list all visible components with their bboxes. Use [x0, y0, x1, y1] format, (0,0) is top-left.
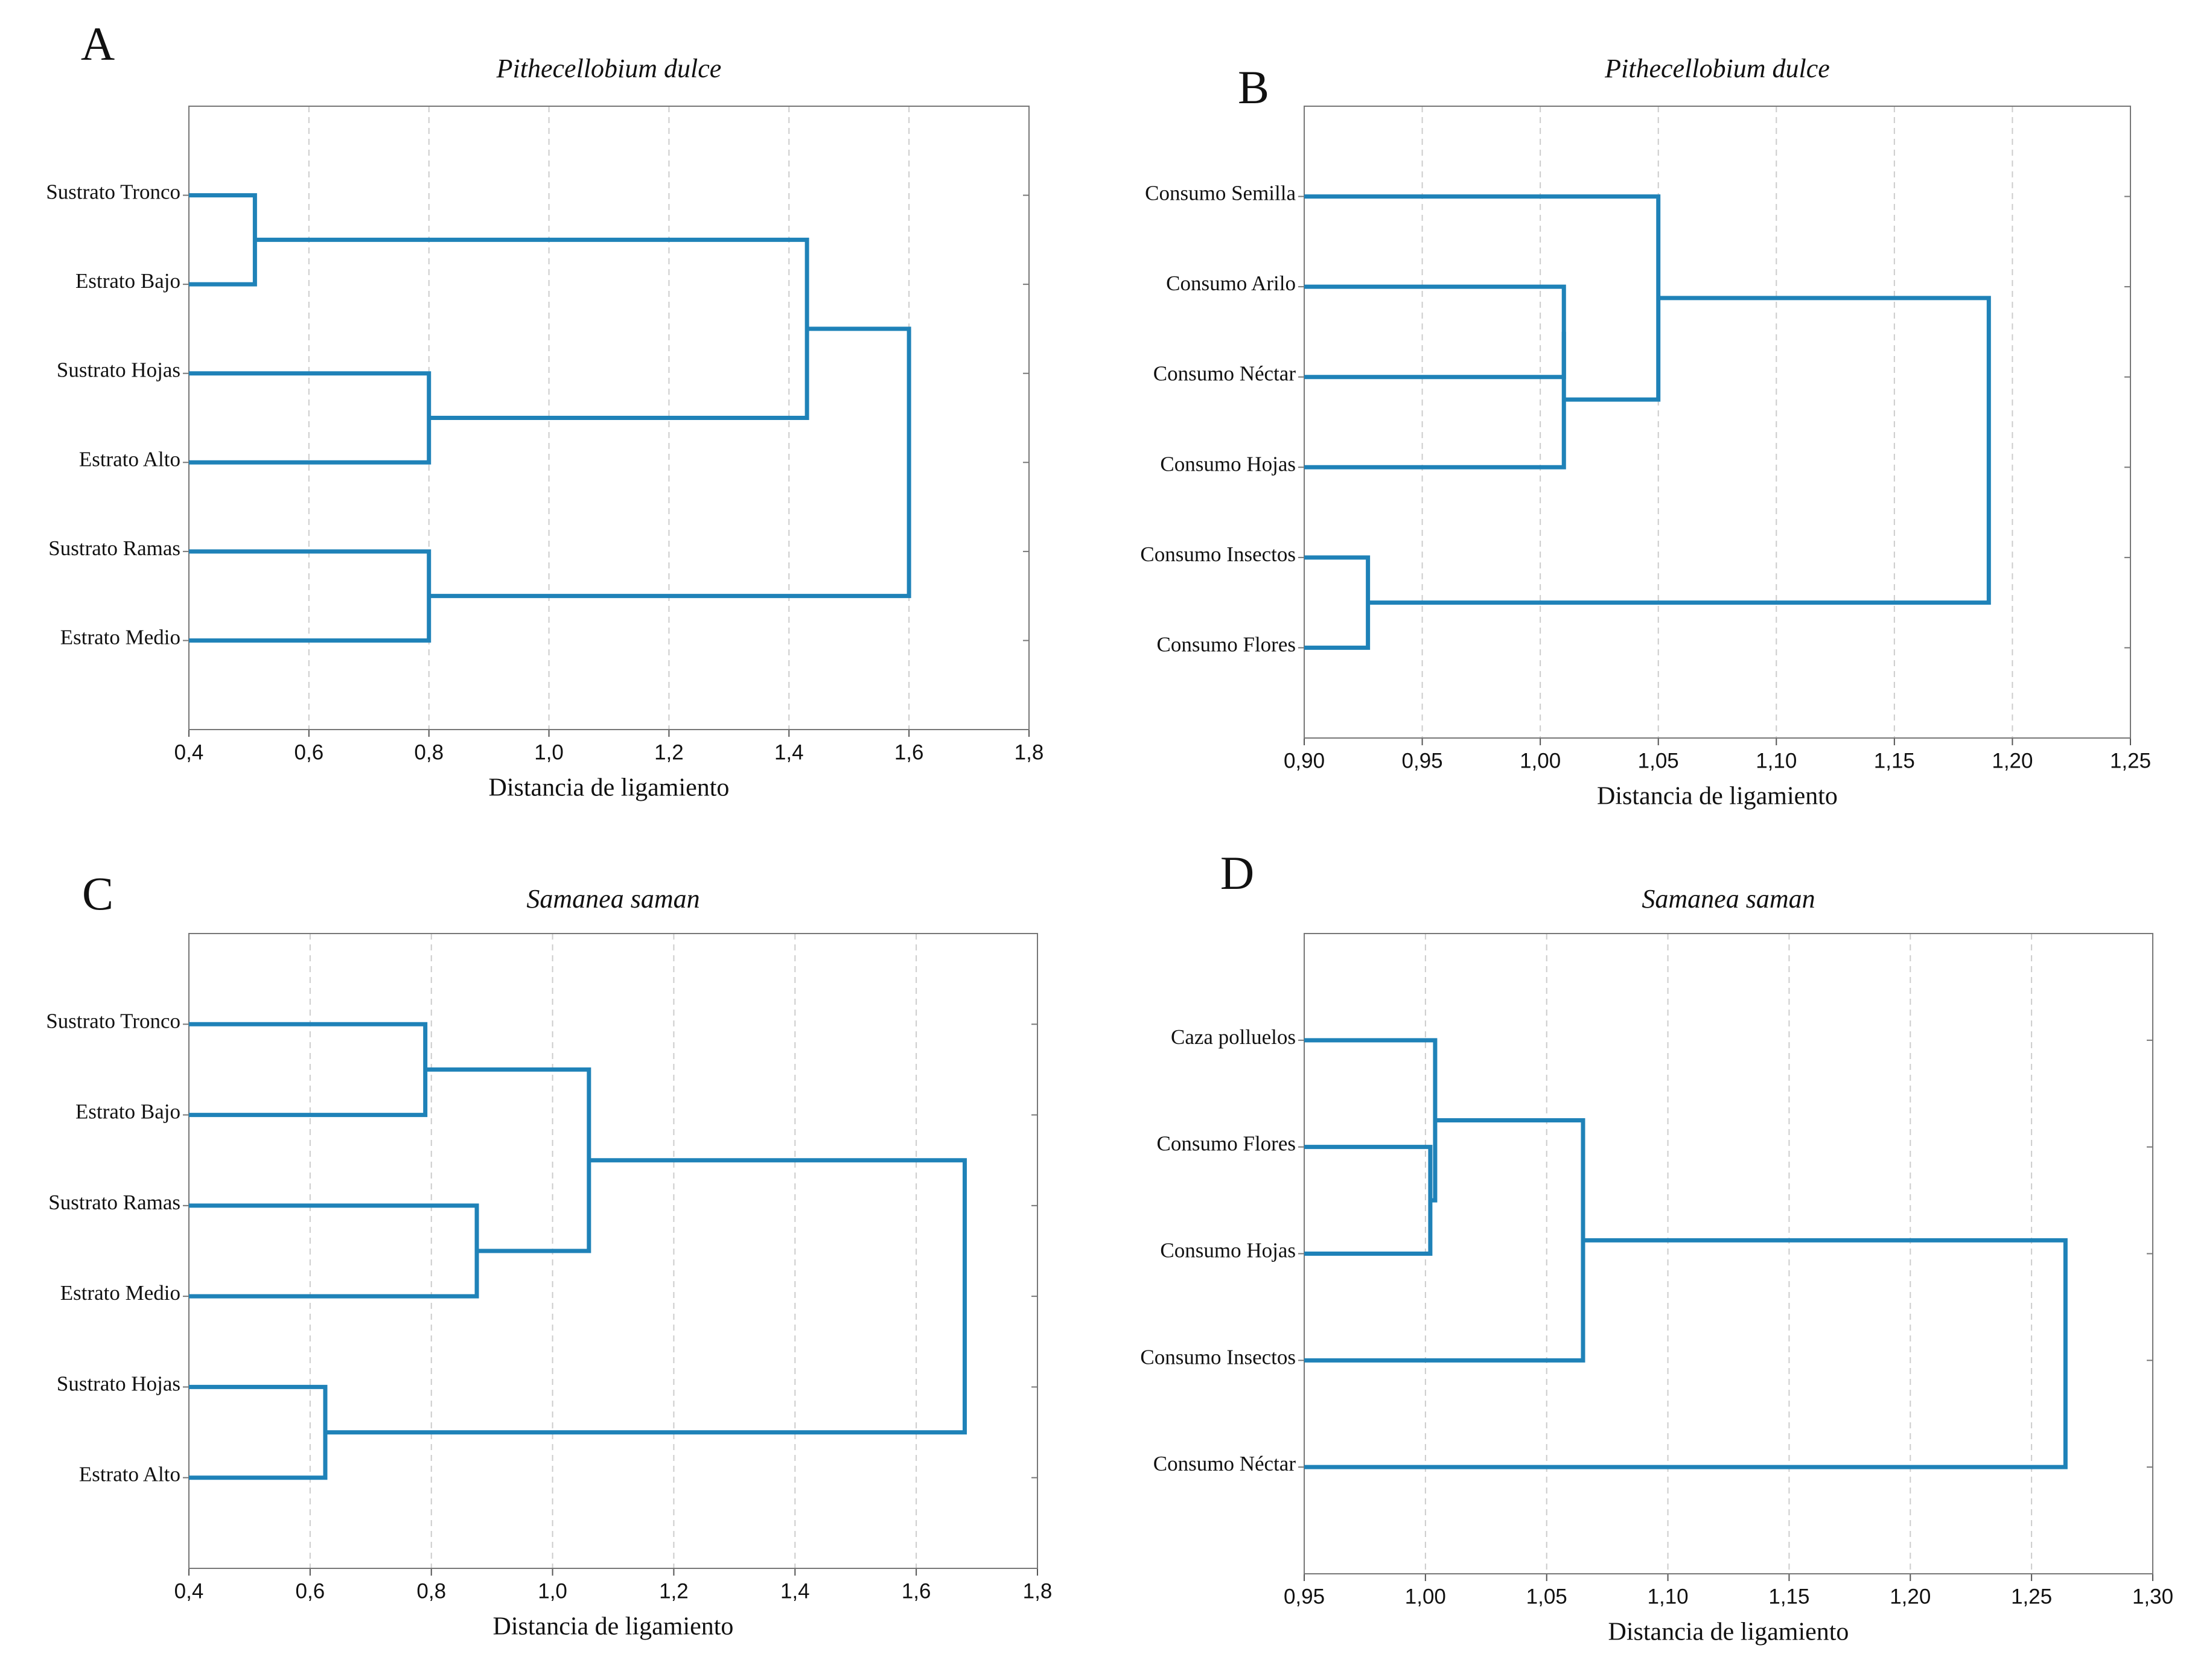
x-tick-label: 1,8	[1015, 740, 1044, 764]
x-tick-label: 1,15	[1874, 749, 1915, 772]
leaf-label: Estrato Bajo	[75, 269, 180, 293]
leaf-label: Sustrato Tronco	[46, 180, 180, 204]
x-axis-label: Distancia de ligamiento	[1608, 1618, 1849, 1646]
leaf-label: Sustrato Hojas	[57, 358, 180, 382]
dendrogram-link	[189, 1022, 428, 1118]
leaf-label: Estrato Medio	[60, 1281, 180, 1305]
leaf-label: Sustrato Tronco	[46, 1009, 180, 1032]
leaf-label: Sustrato Ramas	[48, 536, 180, 560]
dendrogram-link	[425, 1067, 591, 1253]
x-tick-label: 1,30	[2132, 1585, 2173, 1608]
x-tick-label: 1,20	[1992, 749, 2033, 772]
dendrogram-link	[1304, 1118, 1585, 1363]
x-tick-label: 0,90	[1284, 749, 1325, 772]
dendrogram-link	[1304, 194, 1661, 402]
chart-title: Pithecellobium dulce	[496, 54, 722, 83]
x-tick-label: 0,6	[295, 740, 324, 764]
leaf-label: Estrato Bajo	[75, 1100, 180, 1124]
plot-frame	[1304, 106, 2131, 739]
x-tick-label: 1,10	[1648, 1585, 1689, 1608]
x-tick-label: 0,8	[414, 740, 444, 764]
panel-letter: D	[1220, 847, 1254, 899]
x-axis-label: Distancia de ligamiento	[493, 1613, 734, 1641]
x-tick-label: 1,8	[1023, 1579, 1053, 1603]
plot-frame	[188, 933, 1038, 1569]
leaf-label: Sustrato Ramas	[48, 1191, 180, 1214]
x-tick-label: 1,0	[538, 1579, 567, 1603]
dendrogram-link	[1304, 284, 1566, 380]
dendrogram-link	[429, 326, 911, 599]
x-tick-label: 1,20	[1890, 1585, 1931, 1608]
panel-letter: B	[1238, 61, 1269, 113]
leaf-label: Consumo Semilla	[1145, 182, 1296, 205]
x-axis-label: Distancia de ligamiento	[489, 774, 730, 802]
x-tick-label: 0,4	[174, 1579, 204, 1603]
x-tick-label: 1,10	[1756, 749, 1797, 772]
dendrogram-link	[1304, 1145, 1433, 1256]
panel-letter: A	[81, 18, 115, 70]
leaf-label: Consumo Insectos	[1140, 1345, 1296, 1369]
x-tick-label: 1,00	[1520, 749, 1561, 772]
x-tick-label: 1,4	[774, 740, 804, 764]
leaf-label: Consumo Flores	[1157, 632, 1296, 656]
leaf-label: Consumo Hojas	[1160, 452, 1296, 476]
dendrogram-link	[189, 1384, 328, 1480]
x-tick-label: 1,2	[659, 1579, 689, 1603]
x-tick-label: 1,0	[534, 740, 564, 764]
dendrogram-link	[1304, 1238, 2068, 1469]
dendrogram-link	[325, 1158, 967, 1435]
dendrogram-link	[189, 549, 432, 643]
plot-frame	[188, 106, 1030, 730]
x-tick-label: 1,25	[2011, 1585, 2052, 1608]
x-tick-label: 1,05	[1638, 749, 1679, 772]
x-tick-label: 1,2	[654, 740, 684, 764]
x-tick-label: 1,4	[780, 1579, 810, 1603]
leaf-label: Consumo Flores	[1157, 1132, 1296, 1156]
x-tick-label: 1,25	[2110, 749, 2151, 772]
leaf-label: Consumo Hojas	[1160, 1239, 1296, 1262]
leaf-label: Estrato Medio	[60, 625, 180, 649]
leaf-label: Consumo Néctar	[1153, 362, 1296, 386]
leaf-label: Consumo Arilo	[1166, 272, 1296, 295]
dendrogram-link	[1368, 296, 1991, 605]
x-axis-label: Distancia de ligamiento	[1597, 783, 1838, 810]
leaf-label: Caza polluelos	[1171, 1025, 1296, 1049]
dendrogram-link	[189, 371, 432, 465]
dendrogram-link	[189, 193, 257, 287]
dendrogram-link	[1304, 331, 1566, 469]
dendrogram-link	[255, 237, 809, 420]
leaf-label: Consumo Insectos	[1140, 542, 1296, 566]
x-tick-label: 0,95	[1284, 1585, 1325, 1608]
x-tick-label: 1,15	[1768, 1585, 1809, 1608]
dendrogram-link	[1304, 555, 1371, 650]
leaf-label: Consumo Néctar	[1153, 1452, 1296, 1475]
chart-title: Samanea saman	[526, 884, 699, 914]
leaf-label: Sustrato Hojas	[57, 1372, 180, 1395]
chart-title: Pithecellobium dulce	[1604, 54, 1830, 83]
panel-letter: C	[82, 867, 113, 920]
dendrogram-link	[189, 1203, 479, 1299]
x-tick-label: 0,6	[296, 1579, 325, 1603]
x-tick-label: 0,95	[1402, 749, 1443, 772]
chart-title: Samanea saman	[1642, 884, 1815, 914]
x-tick-label: 1,6	[902, 1579, 931, 1603]
x-tick-label: 1,00	[1405, 1585, 1446, 1608]
x-tick-label: 0,8	[416, 1579, 446, 1603]
leaf-label: Estrato Alto	[79, 1463, 180, 1486]
leaf-label: Estrato Alto	[79, 447, 180, 471]
x-tick-label: 1,6	[894, 740, 924, 764]
x-tick-label: 1,05	[1526, 1585, 1567, 1608]
dendrogram-link	[1304, 1038, 1438, 1203]
x-tick-label: 0,4	[174, 740, 204, 764]
